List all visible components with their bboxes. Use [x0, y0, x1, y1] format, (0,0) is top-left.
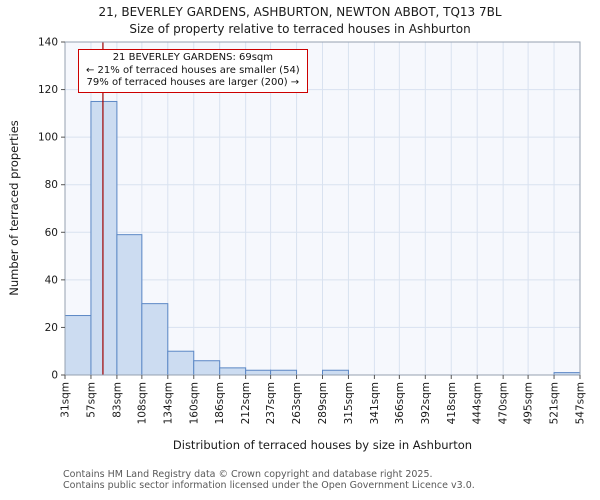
histogram-bar — [322, 369, 349, 376]
chart-subtitle: Size of property relative to terraced ho… — [129, 22, 471, 36]
x-tick-label: 186sqm — [214, 382, 226, 424]
y-axis-label: Number of terraced properties — [7, 120, 21, 296]
x-tick-label: 160sqm — [188, 382, 200, 424]
histogram-bar — [270, 369, 298, 376]
x-tick-label: 392sqm — [420, 382, 432, 424]
histogram-bar — [116, 234, 143, 376]
annotation-line-2: ← 21% of terraced houses are smaller (54… — [86, 64, 300, 76]
x-tick-label: 212sqm — [240, 382, 252, 424]
histogram-bar — [90, 100, 118, 376]
x-tick-label: 263sqm — [291, 382, 303, 424]
y-tick-label: 40 — [45, 274, 58, 286]
y-tick-label: 60 — [45, 227, 58, 239]
x-tick-label: 444sqm — [472, 382, 484, 424]
x-tick-label: 341sqm — [369, 382, 381, 424]
x-tick-label: 31sqm — [60, 382, 72, 418]
y-tick-label: 120 — [38, 84, 58, 96]
x-tick-label: 495sqm — [523, 382, 535, 424]
y-tick-label: 0 — [51, 370, 58, 382]
x-tick-label: 315sqm — [343, 382, 355, 424]
x-tick-label: 470sqm — [498, 382, 510, 424]
x-tick-label: 521sqm — [549, 382, 561, 424]
y-tick-label: 100 — [38, 132, 58, 144]
footer-attribution-2: Contains public sector information licen… — [63, 480, 475, 491]
x-tick-label: 547sqm — [575, 382, 587, 424]
histogram-bar — [245, 369, 272, 376]
histogram-bar — [167, 350, 195, 376]
histogram-bar — [219, 367, 247, 376]
x-tick-label: 108sqm — [136, 382, 148, 424]
histogram-bar — [141, 303, 169, 376]
x-tick-label: 83sqm — [111, 382, 123, 418]
histogram-bar — [193, 360, 221, 376]
x-axis-label: Distribution of terraced houses by size … — [172, 438, 473, 452]
annotation-line-1: 21 BEVERLEY GARDENS: 69sqm — [112, 52, 274, 63]
chart-title: 21, BEVERLEY GARDENS, ASHBURTON, NEWTON … — [98, 5, 502, 19]
footer-attribution-1: Contains HM Land Registry data © Crown c… — [63, 469, 433, 480]
histogram-bar — [64, 315, 92, 376]
annotation-line-3: 79% of terraced houses are larger (200) … — [86, 77, 300, 88]
x-tick-label: 289sqm — [317, 382, 329, 424]
x-tick-label: 237sqm — [265, 382, 277, 424]
y-tick-label: 140 — [38, 37, 58, 49]
property-annotation-box: 21 BEVERLEY GARDENS: 69sqm ← 21% of terr… — [78, 49, 308, 93]
x-tick-label: 366sqm — [394, 382, 406, 424]
y-tick-label: 20 — [45, 322, 58, 334]
x-tick-label: 57sqm — [85, 382, 97, 418]
y-tick-label: 80 — [45, 179, 58, 191]
x-tick-label: 134sqm — [162, 382, 174, 424]
x-tick-label: 418sqm — [446, 382, 458, 424]
